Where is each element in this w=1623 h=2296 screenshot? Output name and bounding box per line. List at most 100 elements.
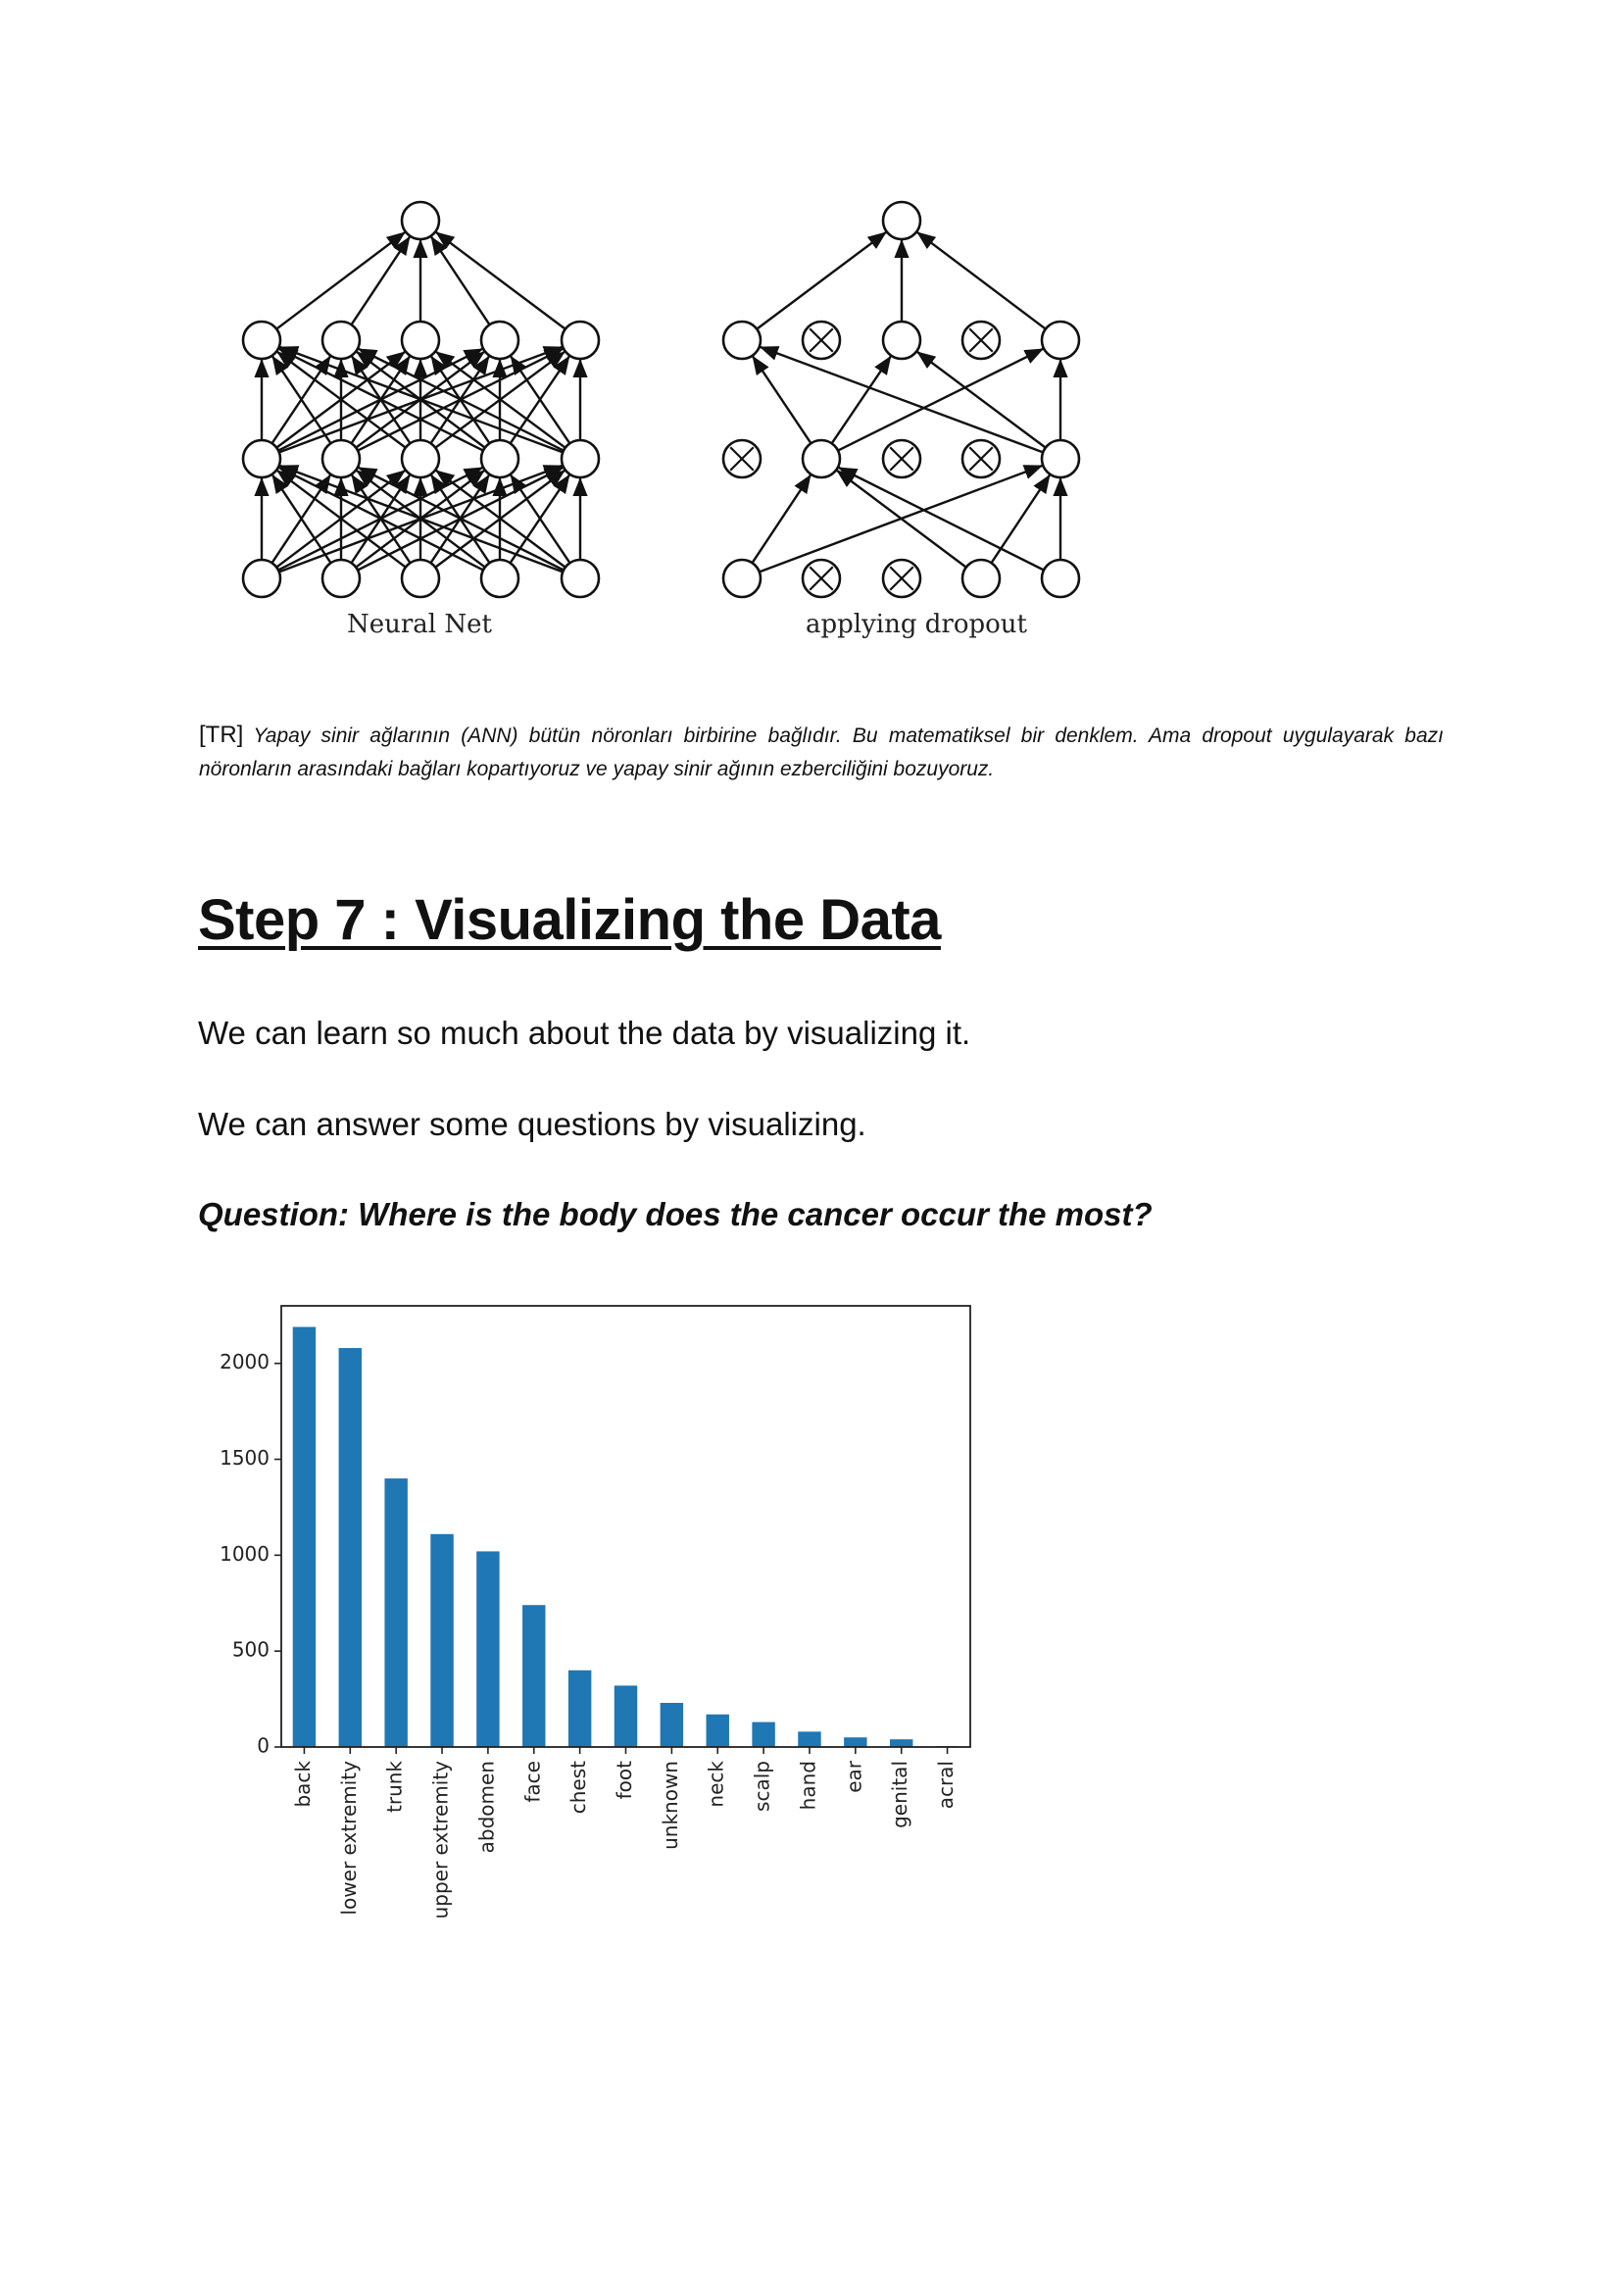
x-tick-label: foot xyxy=(613,1761,636,1800)
dropout-figure: Neural Net applying dropout xyxy=(241,200,1081,639)
connection-arrow xyxy=(278,464,564,574)
y-tick-label: 1500 xyxy=(220,1446,270,1470)
bar-chest xyxy=(567,1670,592,1747)
neuron xyxy=(320,320,362,361)
neural-net-diagram xyxy=(241,200,601,599)
x-tick-label: neck xyxy=(705,1761,728,1808)
x-tick-label: scalp xyxy=(751,1761,774,1812)
x-tick-label: hand xyxy=(796,1761,819,1810)
connection-arrow xyxy=(357,347,565,452)
bar-lower-extremity xyxy=(338,1348,363,1747)
y-tick-label: 0 xyxy=(257,1734,270,1758)
neuron xyxy=(479,320,520,361)
connection-arrow xyxy=(277,466,484,572)
y-tick-label: 2000 xyxy=(220,1350,270,1373)
x-tick-label: abdomen xyxy=(474,1761,498,1853)
connection-arrow xyxy=(275,469,407,569)
bar-unknown xyxy=(660,1703,684,1747)
question: Question: Where is the body does the can… xyxy=(198,1196,1153,1232)
connection-arrow xyxy=(350,235,412,325)
bar-back xyxy=(292,1326,317,1747)
bar-scalp xyxy=(752,1722,775,1747)
dropped-cross xyxy=(729,446,755,472)
bar-face xyxy=(522,1605,546,1747)
dropped-cross xyxy=(809,327,834,353)
neuron xyxy=(881,320,922,361)
bar-trunk xyxy=(384,1478,408,1747)
x-tick-label: genital xyxy=(888,1761,911,1828)
neuron xyxy=(320,438,362,479)
connection-arrow xyxy=(509,474,571,564)
section-heading: Step 7 : Visualizing the Data xyxy=(198,888,941,952)
y-tick-label: 1000 xyxy=(220,1542,270,1566)
neuron xyxy=(1040,558,1081,599)
x-tick-label: ear xyxy=(842,1760,865,1793)
neuron xyxy=(241,438,282,479)
paragraph-2: We can answer some questions by visualiz… xyxy=(198,1106,866,1142)
connection-arrow xyxy=(275,230,407,330)
x-tick-label: upper extremity xyxy=(429,1761,453,1920)
x-tick-label: lower extremity xyxy=(337,1761,361,1916)
connection-arrow xyxy=(270,355,332,444)
dropped-cross xyxy=(889,446,914,472)
neuron xyxy=(400,200,441,241)
connection-arrow xyxy=(990,474,1052,564)
dropped-cross xyxy=(968,446,994,472)
neuron xyxy=(320,558,362,599)
connection-arrow xyxy=(837,466,1045,572)
dropped-cross xyxy=(889,566,914,591)
x-tick-label: back xyxy=(291,1761,315,1808)
dropout-net-diagram xyxy=(721,200,1081,599)
bar-abdomen xyxy=(476,1551,500,1747)
neuron xyxy=(801,438,842,479)
connection-arrow xyxy=(278,345,564,454)
caption: [TR] Yapay sinir ağlarının (ANN) bütün nö… xyxy=(199,719,1444,786)
bar-upper-extremity xyxy=(430,1533,454,1747)
connection-arrow xyxy=(830,355,893,444)
connection-arrow xyxy=(756,230,888,330)
connection-arrow xyxy=(275,350,407,449)
bar-hand xyxy=(798,1731,821,1747)
connection-arrow xyxy=(915,230,1047,330)
neuron xyxy=(881,200,922,241)
dropped-cross xyxy=(809,566,834,591)
caption-tag: [TR] xyxy=(199,722,244,748)
connection-arrow xyxy=(751,355,812,444)
neural-net-label: Neural Net xyxy=(347,610,493,639)
x-tick-label: face xyxy=(520,1761,544,1803)
connection-arrow xyxy=(915,350,1047,449)
connection-arrow xyxy=(751,474,812,564)
neuron xyxy=(241,558,282,599)
bar-ear xyxy=(844,1737,867,1747)
connection-arrow xyxy=(759,345,1044,454)
neuron xyxy=(479,558,520,599)
bar-neck xyxy=(706,1714,729,1747)
x-tick-label: trunk xyxy=(383,1761,407,1813)
y-tick-label: 500 xyxy=(232,1638,270,1662)
dropped-cross xyxy=(968,327,994,353)
connection-arrow xyxy=(434,469,566,569)
neuron xyxy=(400,438,441,479)
connection-arrow xyxy=(277,347,484,452)
plot-frame xyxy=(280,1305,971,1748)
bar-chart: back lower extremity trunk upper extremity a… xyxy=(220,1305,971,1920)
dropout-label: applying dropout xyxy=(806,610,1028,639)
neuron xyxy=(241,320,282,361)
connection-arrow xyxy=(509,355,571,444)
neuron xyxy=(560,558,601,599)
neuron xyxy=(721,320,762,361)
bar-foot xyxy=(614,1685,638,1747)
neuron xyxy=(560,438,601,479)
x-tick-label: unknown xyxy=(659,1761,682,1850)
neuron xyxy=(560,320,601,361)
neuron xyxy=(400,558,441,599)
caption-text: Yapay sinir ağlarının (ANN) bütün nöronl… xyxy=(199,724,1444,780)
neuron xyxy=(479,438,520,479)
connection-arrow xyxy=(837,347,1045,452)
neuron xyxy=(1040,320,1081,361)
neuron xyxy=(400,320,441,361)
bar-genital xyxy=(889,1739,913,1747)
connection-arrow xyxy=(835,469,967,569)
connection-arrow xyxy=(434,230,566,330)
connection-arrow xyxy=(429,235,491,325)
